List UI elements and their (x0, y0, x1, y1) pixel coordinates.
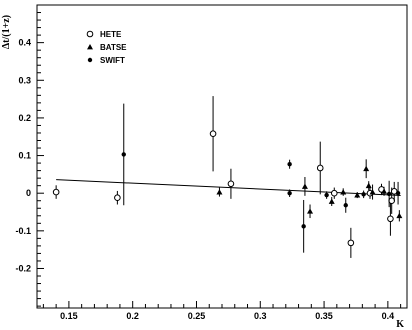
plot-frame (36, 4, 408, 309)
swift-point (301, 224, 306, 229)
swift-legend-marker (87, 57, 93, 63)
hete-point (316, 164, 324, 172)
batse-legend-marker (87, 44, 93, 50)
y-tick-label: 0.4 (18, 38, 31, 48)
batse-point (307, 208, 314, 214)
y-axis-title: Δt/(1+z) (1, 15, 12, 49)
x-tick-label: 0.4 (382, 311, 395, 321)
batse-point (328, 198, 335, 204)
y-axis-ticks: -0.2 -0.1 0 0.1 0.2 0.3 0.4 (15, 4, 44, 307)
swift-legend-label: SWIFT (100, 56, 125, 65)
swift-point (287, 162, 292, 167)
batse-point (340, 189, 347, 195)
batse-point (381, 188, 388, 194)
x-tick-label: 0.35 (315, 311, 333, 321)
y-tick-label: 0.2 (18, 113, 31, 123)
x-tick-label: 0.25 (188, 311, 206, 321)
batse-point (363, 165, 370, 172)
x-tick-label: 0.2 (126, 311, 139, 321)
swift-point (287, 190, 292, 196)
y-tick-label: 0 (26, 188, 31, 198)
batse-point (396, 212, 403, 219)
hete-point (209, 130, 217, 138)
x-axis-ticks: 0.15 0.2 0.25 0.3 0.35 0.4 (42, 301, 402, 321)
y-tick-label: 0.1 (18, 151, 31, 161)
batse-point (301, 183, 308, 189)
swift-point (343, 203, 348, 208)
hete-point (387, 215, 394, 223)
batse-point (216, 189, 223, 195)
swift-point (361, 192, 366, 197)
swift-point (121, 152, 126, 157)
hete-point (114, 194, 121, 202)
y-tick-label: -0.2 (15, 263, 31, 273)
legend: HETE BATSE SWIFT (86, 30, 127, 65)
hete-point (330, 189, 338, 197)
swift-point (324, 192, 329, 198)
hete-legend-marker (86, 30, 94, 38)
hete-point (227, 180, 235, 188)
data-points (52, 96, 403, 258)
x-tick-label: 0.15 (60, 311, 78, 321)
hete-point (388, 197, 395, 205)
y-tick-label: -0.1 (15, 226, 31, 236)
hete-point (347, 239, 355, 247)
batse-legend-label: BATSE (100, 43, 127, 52)
batse-point (354, 192, 361, 198)
batse-point (369, 189, 376, 195)
x-axis-title: K (396, 319, 404, 330)
hete-point (52, 188, 60, 196)
swift-point (386, 191, 392, 197)
y-tick-label: 0.3 (18, 75, 31, 85)
hete-legend-label: HETE (100, 30, 122, 39)
x-tick-label: 0.3 (254, 311, 267, 321)
batse-point (365, 182, 372, 189)
swift-point (395, 190, 401, 196)
